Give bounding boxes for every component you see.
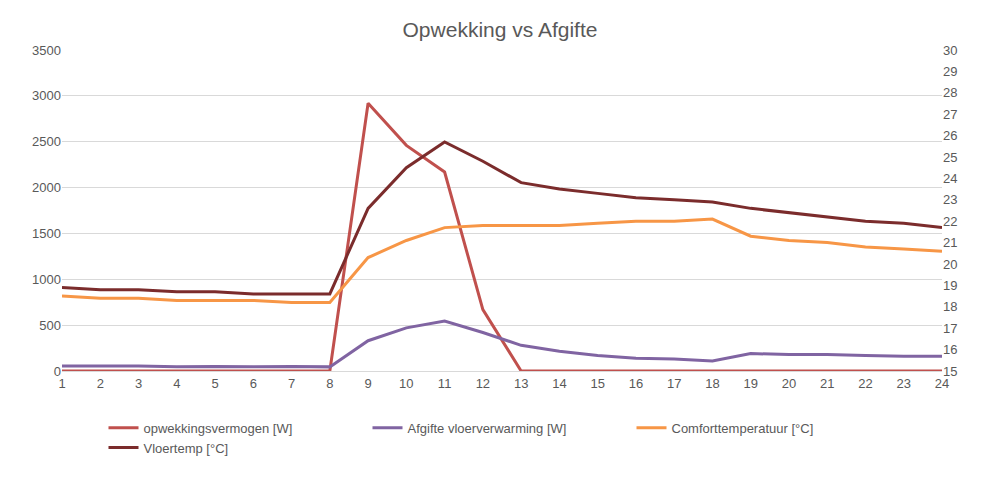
svg-text:16: 16 — [629, 376, 643, 391]
svg-text:18: 18 — [943, 299, 957, 314]
svg-text:2500: 2500 — [32, 134, 61, 149]
svg-text:19: 19 — [743, 376, 757, 391]
svg-text:3500: 3500 — [32, 43, 61, 58]
svg-text:30: 30 — [943, 43, 957, 58]
svg-text:2: 2 — [97, 376, 104, 391]
svg-text:2000: 2000 — [32, 180, 61, 195]
svg-text:25: 25 — [943, 150, 957, 165]
svg-text:10: 10 — [399, 376, 413, 391]
svg-text:3000: 3000 — [32, 88, 61, 103]
svg-text:8: 8 — [326, 376, 333, 391]
svg-text:3: 3 — [135, 376, 142, 391]
svg-text:opwekkingsvermogen [W]: opwekkingsvermogen [W] — [144, 421, 293, 436]
svg-text:15: 15 — [590, 376, 604, 391]
svg-text:1000: 1000 — [32, 272, 61, 287]
svg-text:23: 23 — [943, 192, 957, 207]
svg-text:11: 11 — [438, 376, 452, 391]
svg-text:28: 28 — [943, 85, 957, 100]
svg-text:19: 19 — [943, 278, 957, 293]
svg-text:0: 0 — [54, 364, 61, 379]
svg-text:17: 17 — [667, 376, 681, 391]
svg-text:4: 4 — [173, 376, 180, 391]
svg-text:7: 7 — [288, 376, 295, 391]
svg-text:13: 13 — [514, 376, 528, 391]
svg-text:21: 21 — [820, 376, 834, 391]
svg-text:1: 1 — [58, 376, 65, 391]
svg-text:500: 500 — [39, 318, 61, 333]
svg-text:29: 29 — [943, 64, 957, 79]
svg-text:22: 22 — [943, 214, 957, 229]
svg-text:17: 17 — [943, 321, 957, 336]
svg-text:5: 5 — [211, 376, 218, 391]
svg-text:12: 12 — [476, 376, 490, 391]
svg-text:22: 22 — [858, 376, 872, 391]
svg-text:24: 24 — [943, 171, 957, 186]
svg-text:Afgifte vloerverwarming [W]: Afgifte vloerverwarming [W] — [408, 421, 567, 436]
svg-text:Opwekking vs Afgifte: Opwekking vs Afgifte — [403, 18, 598, 41]
svg-text:21: 21 — [943, 235, 957, 250]
svg-text:20: 20 — [782, 376, 796, 391]
svg-text:27: 27 — [943, 107, 957, 122]
svg-text:6: 6 — [250, 376, 257, 391]
svg-text:Comforttemperatuur [°C]: Comforttemperatuur [°C] — [672, 421, 814, 436]
svg-text:16: 16 — [943, 342, 957, 357]
svg-text:9: 9 — [364, 376, 371, 391]
svg-text:18: 18 — [705, 376, 719, 391]
svg-text:24: 24 — [935, 376, 949, 391]
svg-text:23: 23 — [897, 376, 911, 391]
svg-text:Vloertemp [°C]: Vloertemp [°C] — [144, 441, 229, 456]
svg-text:14: 14 — [552, 376, 566, 391]
svg-text:20: 20 — [943, 257, 957, 272]
svg-text:15: 15 — [943, 364, 957, 379]
svg-text:1500: 1500 — [32, 226, 61, 241]
svg-text:26: 26 — [943, 128, 957, 143]
